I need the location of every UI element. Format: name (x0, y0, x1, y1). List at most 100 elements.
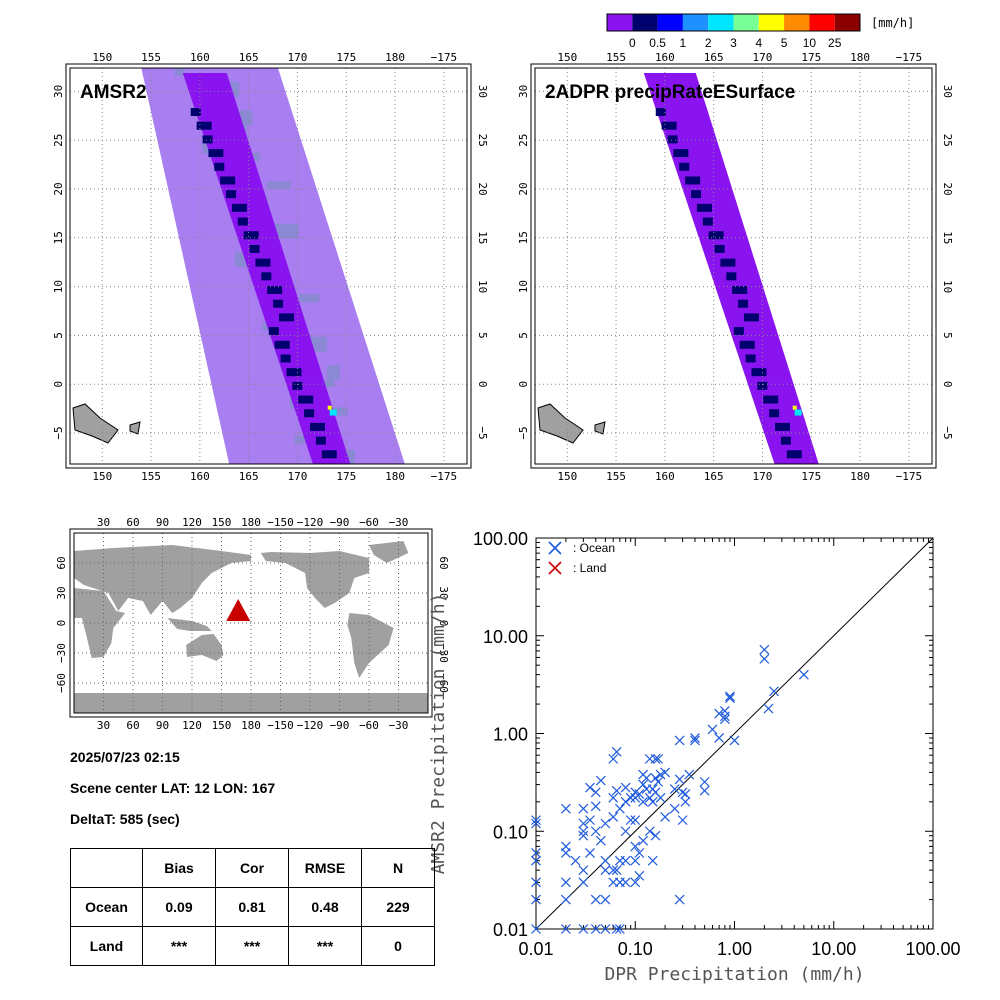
map-outer-frame (530, 63, 937, 469)
scatter-mark (600, 818, 611, 829)
scatter-point-x (763, 703, 774, 714)
lat-tick-label: 30 (517, 85, 530, 98)
scatter-point-x (707, 724, 718, 735)
scatter-point-x (600, 818, 611, 829)
heavy-rain-cell (696, 203, 712, 212)
scatter-mark (630, 841, 641, 852)
lat-tick-label: 20 (941, 182, 954, 195)
scatter-mark (560, 877, 571, 888)
map-title: AMSR2 (80, 82, 147, 103)
y-tick-label: 100.00 (473, 529, 528, 549)
scatter-mark (763, 703, 774, 714)
scatter-point-x (638, 835, 649, 846)
lat-tick-label: −5 (52, 426, 65, 439)
scatter-mark (560, 894, 571, 905)
heavy-rain-cell (304, 409, 315, 418)
scatter-mark (560, 848, 571, 858)
scatter-mark (560, 924, 571, 934)
heavy-rain-cell (745, 354, 756, 363)
scatter-point-x (595, 775, 606, 786)
scatter-point-x (600, 865, 611, 876)
scatter-point-x (595, 835, 606, 846)
amsr2-rain-patch (299, 294, 320, 303)
scatter-point-x (634, 870, 645, 881)
scatter-mark (630, 815, 641, 826)
lat-tick-label: 20 (476, 182, 489, 195)
scatter-mark (650, 773, 661, 783)
y-tick-label: 0.01 (493, 920, 528, 940)
heavy-rain-cell (702, 217, 713, 226)
heavy-rain-cell (714, 244, 725, 253)
scatter-point-x (560, 924, 571, 934)
lon-tick-label: 170 (288, 51, 308, 64)
scatter-mark (690, 735, 700, 746)
lat-tick-label: 10 (52, 280, 65, 293)
scatter-point-x (680, 796, 691, 807)
stats-table: Bias Cor RMSE N Ocean 0.09 0.81 0.48 229… (70, 848, 435, 966)
scatter-point-x (585, 848, 595, 858)
scatter-point-x (578, 830, 589, 841)
scatter-point-x (620, 796, 631, 807)
colorbar-unit-label: [mm/h] (871, 16, 914, 30)
one-to-one-line (535, 537, 934, 930)
colorbar-swatch (607, 14, 633, 31)
scatter-mark (674, 735, 685, 746)
scatter-point-x (669, 784, 680, 795)
scatter-point-x (531, 924, 541, 934)
heavy-rain-cell (243, 231, 259, 240)
scatter-point-x (590, 801, 601, 812)
scatter-mark (620, 855, 631, 866)
heavy-rain-cell (786, 450, 802, 459)
lon-tick-label: 175 (336, 51, 356, 64)
scatter-mark (625, 815, 636, 826)
lon-tick-label: 175 (336, 470, 356, 483)
scatter-point-x (638, 779, 649, 790)
amsr2-rain-patch (331, 407, 348, 416)
scatter-mark (638, 835, 649, 846)
stats-header-cell: RMSE (288, 848, 362, 888)
stats-header-cell: N (361, 848, 435, 888)
scatter-mark (680, 796, 691, 807)
heavy-rain-cell (720, 258, 736, 267)
scatter-mark (570, 855, 581, 866)
lon-tick-label: 160 (655, 470, 675, 483)
scatter-point-x (608, 812, 619, 822)
scatter-point-x (690, 735, 700, 746)
scatter-mark (653, 776, 664, 787)
scatter-mark (600, 894, 611, 905)
scatter-mark (608, 812, 619, 822)
scatter-point-x (630, 841, 641, 852)
scatter-mark (578, 865, 589, 876)
scatter-mark (759, 653, 770, 664)
scatter-point-x (699, 776, 710, 787)
scatter-point-x (608, 792, 619, 803)
scatter-mark (674, 894, 685, 905)
stats-cell: 229 (361, 887, 435, 927)
scatter-point-x (614, 803, 625, 814)
lon-tick-label: −175 (431, 51, 458, 64)
scatter-point-x (578, 818, 589, 829)
scatter-mark (600, 855, 611, 866)
land-south-america (347, 613, 394, 678)
land-indonesia (167, 618, 212, 631)
colorbar-tick-label: 3 (730, 36, 737, 50)
lon-tick-label: 150 (212, 719, 232, 732)
heavy-rain-cell (208, 149, 224, 158)
scatter-point-x (590, 894, 601, 905)
colorbar-swatch (657, 14, 683, 31)
scatter-mark (655, 792, 666, 803)
legend-marker (548, 541, 562, 555)
colorbar: 0 0.5 1 2 3 4 5 10 25 [mm/h] (606, 13, 914, 50)
lat-tick-label: 25 (517, 134, 530, 147)
scatter-mark (578, 826, 589, 837)
scatter-point-x (614, 924, 625, 934)
lat-tick-label: 10 (941, 280, 954, 293)
lat-tick-label: 25 (52, 134, 65, 147)
land-australia (186, 634, 224, 661)
rain-band (182, 73, 351, 464)
scatter-mark (729, 735, 740, 746)
lat-tick-label: −30 (55, 643, 68, 663)
lon-tick-label: 180 (385, 470, 405, 483)
lat-tick-label: 10 (476, 280, 489, 293)
scatter-mark (630, 877, 641, 888)
